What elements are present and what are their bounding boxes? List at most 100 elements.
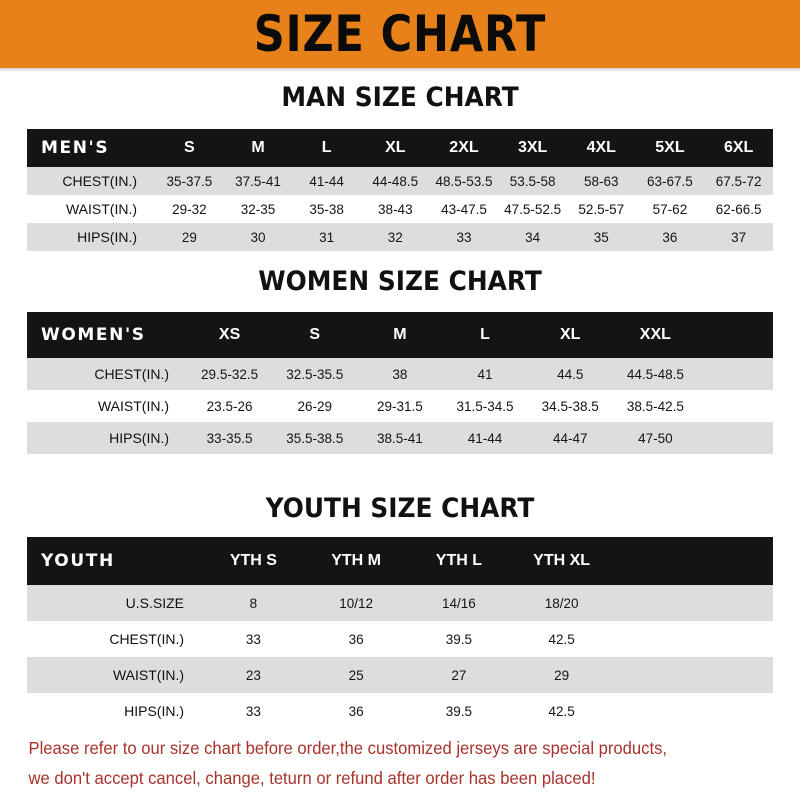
column-header-4xl: 4XL: [586, 139, 616, 156]
cell-waist-s: 26-29: [272, 390, 358, 422]
cell-chest-s: 35-37.5: [155, 167, 224, 195]
cell-waist-l: 35-38: [292, 195, 361, 223]
cell-hips-s: 35.5-38.5: [272, 422, 358, 454]
cell-waist-l: 31.5-34.5: [442, 390, 528, 422]
table-head-man: MEN'S S M L XL 2XL 3XL 4XL 5XL 6XL: [27, 129, 773, 167]
cell-hips-5xl: 36: [635, 223, 705, 251]
row-label-hips: HIPS(IN.): [27, 422, 187, 454]
cell-hips-3xl: 34: [498, 223, 567, 251]
cell-chest-yth-s: 33: [202, 621, 305, 657]
corner-label-youth: YOUTH: [41, 551, 115, 571]
column-header-xxl: XXL: [639, 326, 671, 343]
table-row: CHEST(IN.) 29.5-32.5 32.5-35.5 38 41 44.…: [27, 358, 773, 390]
cell-chest-4xl: 58-63: [566, 167, 636, 195]
row-label-hips: HIPS(IN.): [27, 223, 156, 251]
table-head-women: WOMEN'S XS S M L XL XXL: [27, 312, 773, 358]
table-row: CHEST(IN.) 33 36 39.5 42.5: [27, 621, 773, 657]
section-title-youth: YOUTH SIZE CHART: [265, 493, 535, 524]
cell-chest-yth-m: 36: [304, 621, 408, 657]
cell-waist-yth-l: 27: [407, 657, 511, 693]
cell-waist-xs: 23.5-26: [187, 390, 273, 422]
cell-hips-xl: 32: [360, 223, 430, 251]
section-title-man: MAN SIZE CHART: [281, 82, 519, 113]
section-women: WOMEN SIZE CHART WOMEN'S XS S M L XL XXL: [0, 268, 800, 454]
cell-waist-spacer: [613, 657, 773, 693]
cell-hips-yth-xl: 42.5: [510, 693, 613, 729]
cell-waist-6xl: 62-66.5: [704, 195, 773, 223]
cell-waist-xl: 34.5-38.5: [527, 390, 613, 422]
cell-chest-l: 41: [442, 358, 528, 390]
column-header-yth-l: YTH L: [435, 552, 482, 569]
cell-waist-xxl: 38.5-42.5: [612, 390, 698, 422]
cell-chest-xl: 44.5: [527, 358, 613, 390]
cell-ussize-yth-m: 10/12: [304, 585, 408, 621]
row-label-chest: CHEST(IN.): [27, 621, 202, 657]
section-youth: YOUTH SIZE CHART YOUTH YTH S YTH M YTH L…: [0, 495, 800, 729]
table-row: WAIST(IN.) 23.5-26 26-29 29-31.5 31.5-34…: [27, 390, 773, 422]
cell-waist-3xl: 47.5-52.5: [498, 195, 567, 223]
table-header-row: YOUTH YTH S YTH M YTH L YTH XL: [27, 537, 773, 585]
cell-hips-yth-l: 39.5: [407, 693, 511, 729]
cell-hips-spacer: [613, 693, 773, 729]
row-label-us-size: U.S.SIZE: [27, 585, 202, 621]
banner-shadow-divider: [0, 68, 800, 72]
cell-hips-xl: 44-47: [527, 422, 613, 454]
column-header-5xl: 5XL: [655, 139, 685, 156]
table-wrap-youth: YOUTH YTH S YTH M YTH L YTH XL U.S.SIZE …: [0, 537, 800, 729]
table-row: HIPS(IN.) 33 36 39.5 42.5: [27, 693, 773, 729]
table-head-youth: YOUTH YTH S YTH M YTH L YTH XL: [27, 537, 773, 585]
footer-line-1: Please refer to our size chart before or…: [28, 738, 668, 758]
cell-chest-xs: 29.5-32.5: [187, 358, 273, 390]
cell-chest-6xl: 67.5-72: [704, 167, 773, 195]
cell-chest-m: 37.5-41: [223, 167, 293, 195]
cell-waist-yth-s: 23: [202, 657, 305, 693]
column-header-s: S: [309, 326, 321, 343]
column-header-3xl: 3XL: [517, 139, 548, 156]
table-wrap-women: WOMEN'S XS S M L XL XXL CHEST(IN.) 29.5-…: [0, 312, 800, 454]
column-header-yth-m: YTH M: [331, 552, 382, 569]
cell-waist-s: 29-32: [155, 195, 224, 223]
cell-chest-l: 41-44: [292, 167, 361, 195]
cell-chest-xl: 44-48.5: [360, 167, 430, 195]
cell-ussize-spacer: [613, 585, 773, 621]
row-label-waist: WAIST(IN.): [27, 195, 156, 223]
table-body-women: CHEST(IN.) 29.5-32.5 32.5-35.5 38 41 44.…: [27, 358, 773, 454]
table-body-youth: U.S.SIZE 8 10/12 14/16 18/20 CHEST(IN.) …: [27, 585, 773, 729]
table-header-row: WOMEN'S XS S M L XL XXL: [27, 312, 773, 358]
size-table-youth: YOUTH YTH S YTH M YTH L YTH XL U.S.SIZE …: [27, 537, 773, 729]
cell-chest-xxl: 44.5-48.5: [612, 358, 698, 390]
column-header-yth-xl: YTH XL: [533, 552, 591, 569]
table-row: CHEST(IN.) 35-37.5 37.5-41 41-44 44-48.5…: [27, 167, 773, 195]
section-title-women: WOMEN SIZE CHART: [258, 266, 542, 297]
column-header-6xl: 6XL: [723, 139, 754, 156]
cell-hips-spacer: [697, 422, 773, 454]
page-title: SIZE CHART: [253, 5, 547, 63]
size-table-women: WOMEN'S XS S M L XL XXL CHEST(IN.) 29.5-…: [27, 312, 773, 454]
cell-waist-yth-xl: 29: [510, 657, 613, 693]
size-table-man: MEN'S S M L XL 2XL 3XL 4XL 5XL 6XL CHEST: [27, 129, 773, 251]
cell-hips-yth-s: 33: [202, 693, 305, 729]
table-row: HIPS(IN.) 29 30 31 32 33 34 35 36 37: [27, 223, 773, 251]
cell-waist-4xl: 52.5-57: [566, 195, 636, 223]
cell-chest-m: 38: [357, 358, 443, 390]
column-header-xs: XS: [218, 326, 241, 343]
cell-waist-spacer: [697, 390, 773, 422]
cell-chest-3xl: 53.5-58: [498, 167, 567, 195]
cell-hips-4xl: 35: [566, 223, 636, 251]
cell-ussize-yth-s: 8: [202, 585, 305, 621]
corner-label-womens: WOMEN'S: [41, 325, 146, 345]
row-label-hips: HIPS(IN.): [27, 693, 202, 729]
cell-hips-xxl: 47-50: [612, 422, 698, 454]
footer-disclaimer: Please refer to our size chart before or…: [0, 733, 760, 793]
cell-waist-2xl: 43-47.5: [429, 195, 499, 223]
cell-chest-s: 32.5-35.5: [272, 358, 358, 390]
cell-chest-spacer: [697, 358, 773, 390]
cell-hips-yth-m: 36: [304, 693, 408, 729]
cell-waist-m: 29-31.5: [357, 390, 443, 422]
column-header-spacer: [613, 537, 773, 585]
row-label-waist: WAIST(IN.): [27, 657, 202, 693]
cell-hips-m: 30: [223, 223, 293, 251]
corner-label-mens: MEN'S: [41, 138, 110, 158]
cell-waist-xl: 38-43: [360, 195, 430, 223]
header-banner: SIZE CHART: [0, 0, 800, 68]
